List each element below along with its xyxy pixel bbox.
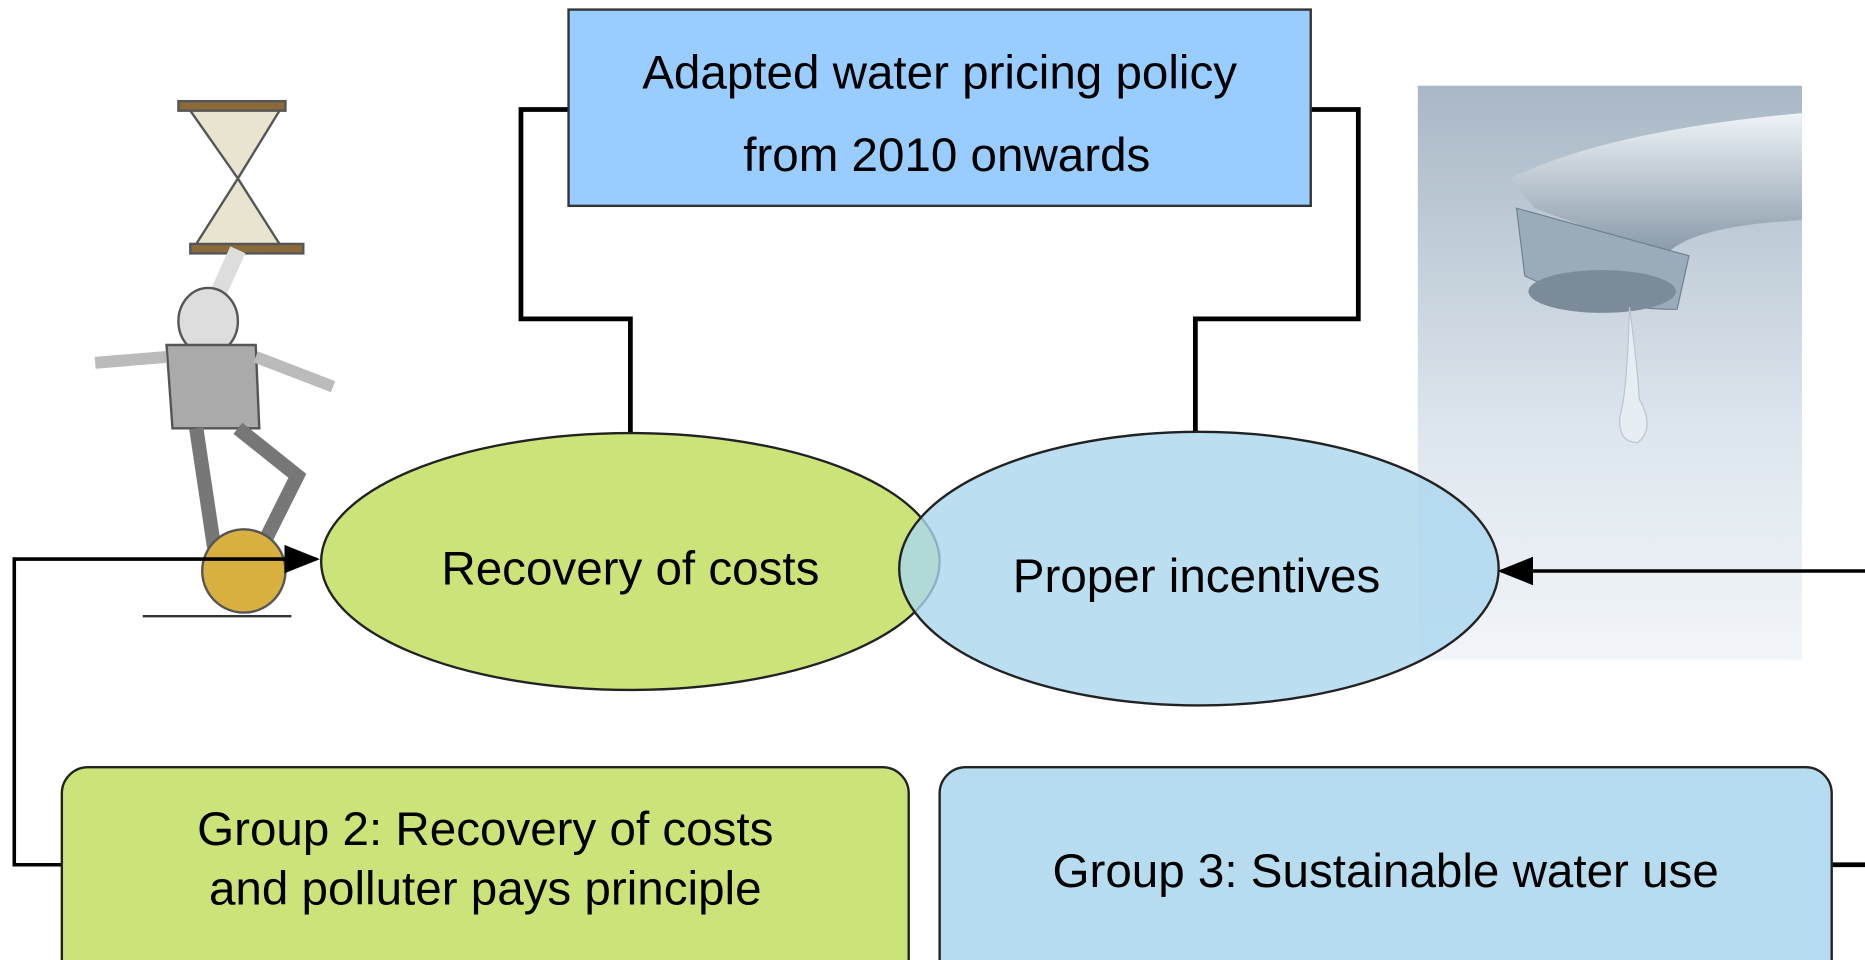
group-text: and polluter pays principle — [209, 863, 762, 916]
diagram: Adapted water pricing policy from 2010 o… — [0, 0, 1865, 960]
policy-text: Adapted water pricing policy — [642, 47, 1237, 100]
ellipse-label: Proper incentives — [1013, 550, 1380, 603]
group-text: Group 3: Sustainable water use — [1053, 845, 1719, 898]
page: Adapted water pricing policy from 2010 o… — [0, 0, 1865, 960]
man-image — [95, 101, 333, 616]
ellipse-label: Recovery of costs — [441, 543, 819, 596]
policy-text: from 2010 onwards — [743, 129, 1150, 182]
group-text: Group 2: Recovery of costs — [197, 803, 773, 856]
